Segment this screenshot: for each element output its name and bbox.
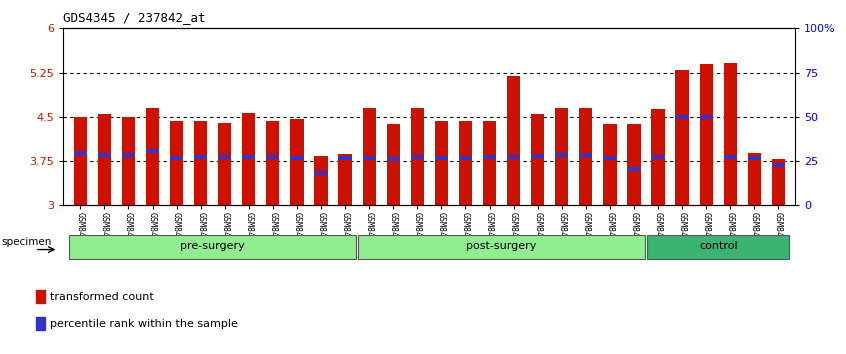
Bar: [122, 117, 135, 205]
Text: specimen: specimen: [1, 236, 52, 247]
Bar: [363, 156, 376, 160]
Bar: [483, 121, 496, 205]
Bar: [772, 159, 785, 205]
Bar: [483, 155, 496, 159]
Bar: [628, 124, 640, 205]
Bar: [628, 167, 640, 171]
Bar: [603, 156, 617, 160]
Bar: [700, 115, 713, 119]
Bar: [338, 154, 352, 205]
Bar: [170, 156, 184, 160]
Bar: [772, 163, 785, 167]
Bar: [74, 117, 87, 205]
Text: transformed count: transformed count: [50, 292, 154, 302]
Bar: [459, 156, 472, 160]
Bar: [98, 153, 111, 157]
Bar: [555, 108, 569, 205]
Bar: [410, 108, 424, 205]
Bar: [675, 115, 689, 119]
Bar: [507, 155, 520, 159]
Bar: [315, 171, 327, 175]
Bar: [290, 119, 304, 205]
Bar: [580, 108, 592, 205]
Bar: [700, 64, 713, 205]
Text: control: control: [699, 241, 738, 251]
Bar: [36, 291, 46, 303]
Bar: [387, 157, 400, 161]
FancyBboxPatch shape: [69, 235, 356, 259]
Bar: [266, 155, 279, 159]
Bar: [290, 156, 304, 160]
Bar: [363, 108, 376, 205]
Bar: [748, 156, 761, 160]
Bar: [748, 153, 761, 205]
Bar: [315, 156, 327, 205]
Bar: [651, 109, 665, 205]
Bar: [723, 63, 737, 205]
Bar: [218, 155, 231, 159]
Bar: [242, 155, 255, 159]
Bar: [555, 153, 569, 157]
FancyBboxPatch shape: [359, 235, 645, 259]
Bar: [194, 121, 207, 205]
Bar: [531, 114, 544, 205]
Bar: [410, 155, 424, 159]
Bar: [603, 124, 617, 205]
Bar: [531, 154, 544, 159]
Text: percentile rank within the sample: percentile rank within the sample: [50, 319, 238, 329]
Bar: [242, 113, 255, 205]
Bar: [146, 149, 159, 153]
Bar: [435, 121, 448, 205]
Bar: [36, 317, 46, 330]
Bar: [507, 75, 520, 205]
Bar: [723, 155, 737, 159]
Bar: [651, 155, 665, 159]
Text: pre-surgery: pre-surgery: [180, 241, 245, 251]
Bar: [266, 121, 279, 205]
Bar: [122, 153, 135, 157]
Bar: [580, 153, 592, 157]
Bar: [459, 121, 472, 205]
Bar: [74, 152, 87, 155]
Bar: [435, 156, 448, 160]
Text: GDS4345 / 237842_at: GDS4345 / 237842_at: [63, 11, 206, 24]
Bar: [218, 123, 231, 205]
Bar: [338, 156, 352, 160]
Bar: [146, 108, 159, 205]
Bar: [170, 121, 184, 205]
Bar: [387, 124, 400, 205]
Text: post-surgery: post-surgery: [466, 241, 536, 251]
Bar: [675, 70, 689, 205]
Bar: [98, 114, 111, 205]
Bar: [194, 155, 207, 159]
FancyBboxPatch shape: [647, 235, 789, 259]
